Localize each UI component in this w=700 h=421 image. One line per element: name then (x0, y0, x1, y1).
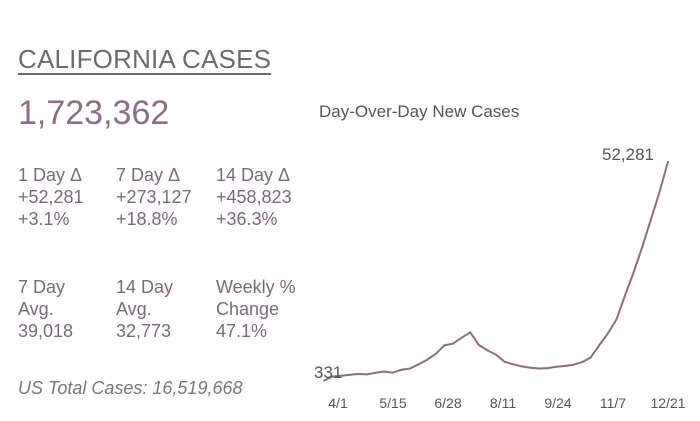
data-point (452, 342, 454, 345)
data-point (357, 373, 360, 375)
stat-14-day-delta: 14 Day Δ +458,823 +36.3% (216, 164, 292, 230)
first-value-label: 331 (314, 363, 342, 382)
data-point (563, 365, 566, 367)
x-tick-label: 11/7 (600, 395, 626, 411)
data-point (323, 379, 325, 382)
data-point (589, 356, 592, 359)
stat-label: Weekly % (216, 277, 296, 297)
data-point (434, 352, 437, 355)
stat-1-day-delta: 1 Day Δ +52,281 +3.1% (18, 164, 84, 230)
data-point (460, 336, 463, 339)
data-point (383, 370, 386, 373)
stat-value: +273,127 (116, 187, 192, 207)
data-point (641, 246, 644, 249)
data-point (615, 318, 618, 321)
data-point (658, 191, 661, 194)
stat-value: 32,773 (116, 321, 172, 341)
data-point (426, 358, 429, 361)
us-total-cases: US Total Cases: 16,519,668 (18, 378, 243, 398)
page-title: CALIFORNIA CASES (18, 44, 272, 74)
data-point (331, 375, 334, 378)
data-point (391, 371, 394, 374)
x-tick-label: 9/24 (544, 395, 571, 411)
stat-label: 14 Day (116, 277, 174, 297)
data-point (529, 366, 532, 369)
data-point (374, 371, 377, 374)
x-tick-label: 6/28 (434, 395, 461, 411)
data-point (400, 368, 403, 371)
data-point (348, 373, 351, 376)
stat-label: 7 Day Δ (116, 165, 181, 185)
stat-label-2: Change (216, 299, 280, 319)
data-point (409, 367, 411, 370)
stat-value: +458,823 (216, 187, 292, 207)
stat-label: 14 Day Δ (216, 165, 291, 185)
data-point (443, 344, 446, 347)
data-point (512, 363, 515, 366)
stat-7-day-avg: 7 Day Avg. 39,018 (18, 276, 73, 342)
x-tick-label: 8/11 (490, 395, 516, 411)
data-point (624, 294, 626, 297)
data-point (632, 271, 635, 274)
x-tick-label: 5/15 (379, 395, 406, 411)
data-point (606, 332, 609, 335)
stat-percent: +36.3% (216, 209, 278, 229)
data-point (477, 343, 480, 346)
stat-label-2: Avg. (116, 299, 152, 319)
data-point (503, 360, 506, 363)
data-point (538, 367, 540, 370)
total-cases: 1,723,362 (18, 94, 170, 132)
stat-7-day-delta: 7 Day Δ +273,127 +18.8% (116, 164, 192, 230)
data-point (555, 365, 558, 368)
stat-weekly-change: Weekly % Change 47.1% (216, 276, 296, 342)
data-point (581, 361, 583, 364)
x-tick-label: 4/1 (328, 395, 348, 411)
x-tick-label: 12/21 (650, 395, 685, 411)
stat-14-day-avg: 14 Day Avg. 32,773 (116, 276, 173, 342)
data-point (469, 331, 472, 334)
data-point (486, 349, 489, 352)
data-point (495, 353, 497, 356)
stat-value: 47.1% (216, 321, 268, 341)
data-point (572, 363, 575, 366)
stat-value: +52,281 (18, 187, 84, 207)
stat-label: 1 Day Δ (18, 165, 83, 185)
data-point (417, 363, 420, 366)
data-point (667, 160, 669, 163)
stat-label: 7 Day (18, 277, 66, 297)
data-point (520, 365, 523, 368)
stat-percent: +18.8% (116, 209, 178, 229)
chart-title: Day-Over-Day New Cases (319, 102, 520, 121)
stat-label-2: Avg. (18, 299, 54, 319)
stat-percent: +3.1% (18, 209, 70, 229)
data-point (546, 367, 549, 370)
data-point (649, 218, 652, 221)
stat-value: 39,018 (18, 321, 74, 341)
data-point (340, 374, 343, 377)
data-point (366, 373, 368, 376)
last-value-label: 52,281 (602, 145, 654, 164)
series-line (323, 161, 669, 382)
data-point (598, 344, 601, 347)
